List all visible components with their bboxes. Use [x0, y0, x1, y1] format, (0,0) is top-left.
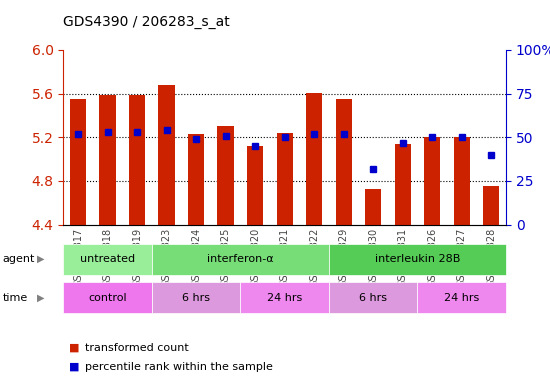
Bar — [152, 282, 240, 313]
Bar — [424, 137, 441, 225]
Text: time: time — [3, 293, 28, 303]
Text: interferon-α: interferon-α — [207, 254, 274, 264]
Bar — [63, 244, 152, 275]
Bar — [454, 137, 470, 225]
Bar — [129, 95, 145, 225]
Bar — [240, 282, 329, 313]
Text: ■: ■ — [69, 343, 79, 353]
Text: percentile rank within the sample: percentile rank within the sample — [85, 362, 273, 372]
Text: interleukin 28B: interleukin 28B — [375, 254, 460, 264]
Bar — [217, 126, 234, 225]
Bar — [329, 244, 506, 275]
Text: transformed count: transformed count — [85, 343, 189, 353]
Text: ■: ■ — [69, 362, 79, 372]
Bar — [329, 282, 417, 313]
Bar — [306, 93, 322, 225]
Text: ▶: ▶ — [37, 254, 45, 264]
Bar — [188, 134, 204, 225]
Bar — [152, 244, 329, 275]
Text: ▶: ▶ — [37, 293, 45, 303]
Text: 6 hrs: 6 hrs — [359, 293, 387, 303]
Bar — [483, 186, 499, 225]
Bar — [247, 146, 263, 225]
Text: GDS4390 / 206283_s_at: GDS4390 / 206283_s_at — [63, 15, 230, 29]
Bar — [158, 85, 175, 225]
Bar — [417, 282, 506, 313]
Bar — [63, 282, 152, 313]
Bar — [277, 133, 293, 225]
Text: control: control — [88, 293, 127, 303]
Text: agent: agent — [3, 254, 35, 264]
Bar — [100, 95, 116, 225]
Bar — [70, 99, 86, 225]
Text: 24 hrs: 24 hrs — [444, 293, 480, 303]
Text: 24 hrs: 24 hrs — [267, 293, 302, 303]
Text: 6 hrs: 6 hrs — [182, 293, 210, 303]
Text: untreated: untreated — [80, 254, 135, 264]
Bar — [394, 144, 411, 225]
Bar — [336, 99, 352, 225]
Bar — [365, 189, 381, 225]
